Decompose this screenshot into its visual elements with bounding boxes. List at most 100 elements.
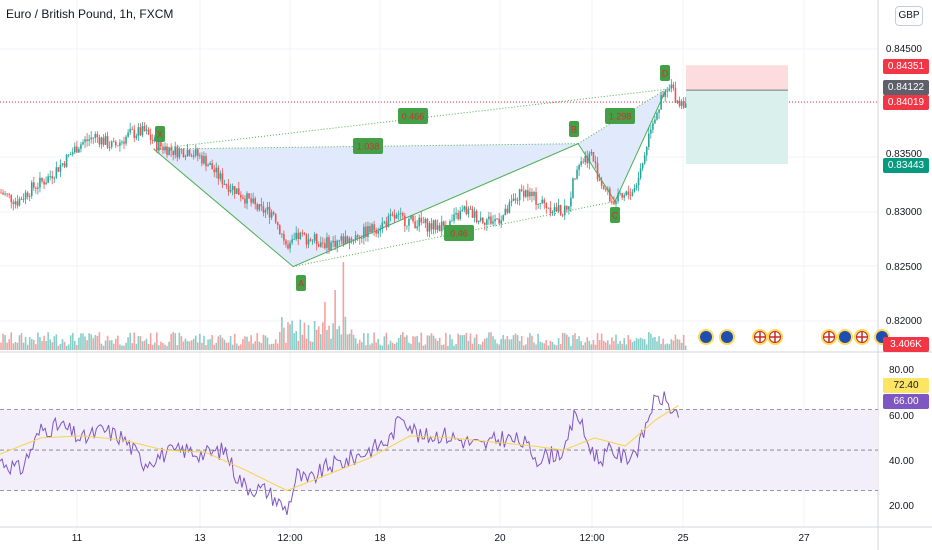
price-tick-label: 0.83500 — [886, 149, 923, 160]
volume-bar — [578, 336, 580, 350]
candle-body — [192, 155, 195, 157]
candle-body — [106, 136, 109, 148]
volume-bar — [39, 337, 41, 350]
candle-body — [133, 129, 136, 139]
volume-bar — [139, 336, 142, 350]
candle-body — [149, 134, 152, 140]
volume-bar — [557, 338, 560, 350]
candle-body — [500, 220, 502, 224]
volume-bar — [410, 343, 412, 350]
volume-bar — [551, 341, 554, 350]
volume-bar — [328, 325, 330, 350]
volume-bar — [10, 332, 13, 350]
volume-bar — [422, 345, 425, 350]
volume-bar — [543, 343, 546, 350]
candle-body — [385, 221, 388, 228]
volume-bar — [625, 344, 628, 350]
volume-bar — [61, 339, 64, 350]
candle-body — [518, 189, 521, 201]
candle-body — [254, 198, 256, 205]
candle-body — [281, 233, 283, 235]
volume-bar — [145, 338, 148, 350]
volume-bar — [406, 335, 408, 350]
volume-bar — [320, 334, 322, 350]
volume-bar — [115, 338, 117, 350]
candle-body — [158, 141, 160, 151]
time-tick-label: 25 — [677, 533, 689, 544]
volume-bar — [600, 333, 603, 350]
volume-bar — [449, 334, 451, 350]
volume-bar — [391, 342, 394, 350]
volume-bar — [432, 335, 435, 350]
candle-body — [574, 178, 576, 180]
candle-body — [604, 189, 607, 191]
volume-bar — [641, 338, 644, 350]
eu-flag-icon — [721, 331, 733, 343]
current-price-gray-tag: 0.84122 — [883, 80, 929, 95]
candle-body — [639, 168, 642, 178]
volume-bar — [379, 344, 382, 350]
volume-bar — [43, 335, 45, 350]
candle-body — [100, 137, 103, 145]
volume-bar — [412, 336, 414, 350]
candle-body — [151, 139, 154, 142]
volume-bar — [676, 339, 679, 350]
time-tick-label: 20 — [494, 533, 506, 544]
candle-body — [459, 211, 461, 220]
volume-bar — [465, 332, 468, 350]
volume-bar — [613, 341, 615, 350]
candle-body — [279, 225, 281, 235]
candle-body — [61, 163, 64, 165]
candle-body — [594, 161, 597, 164]
candle-body — [428, 223, 431, 232]
volume-bar — [553, 344, 556, 350]
currency-button[interactable]: GBP — [895, 6, 923, 26]
volume-bar — [194, 335, 197, 350]
volume-bar — [166, 345, 168, 350]
candle-body — [238, 188, 240, 195]
volume-bar — [563, 333, 566, 350]
volume-bar — [299, 319, 302, 350]
candle-body — [186, 149, 189, 157]
volume-bar — [666, 343, 669, 350]
volume-bar — [330, 338, 332, 350]
candle-body — [514, 198, 517, 201]
volume-bar — [252, 343, 254, 350]
volume-bar — [510, 339, 513, 350]
candle-body — [123, 141, 125, 144]
volume-bar — [504, 339, 507, 350]
volume-bar — [119, 344, 121, 350]
candle-body — [436, 225, 439, 230]
volume-bar — [84, 336, 86, 350]
candle-body — [276, 222, 279, 226]
target-price-tag: 0.84351 — [883, 59, 929, 74]
candle-body — [164, 146, 166, 151]
candle-body — [621, 193, 623, 198]
volume-bar — [500, 339, 502, 350]
economic-events[interactable] — [698, 329, 890, 345]
volume-bar — [492, 336, 494, 350]
candle-body — [625, 191, 628, 196]
candle-body — [463, 206, 466, 210]
candle-body — [205, 156, 207, 167]
volume-bar — [555, 345, 558, 350]
volume-bar — [617, 343, 619, 350]
candle-body — [0, 192, 2, 194]
candle-body — [289, 242, 291, 249]
candle-body — [190, 155, 193, 157]
volume-bar — [127, 337, 129, 350]
volume-bar — [621, 343, 623, 350]
candle-body — [393, 214, 396, 219]
volume-bar — [561, 332, 564, 350]
volume-bar — [37, 332, 39, 350]
candle-body — [430, 223, 433, 230]
volume-bar — [645, 344, 648, 350]
volume-bar — [217, 336, 220, 350]
rsi-ma-line — [0, 405, 679, 492]
price-tick-label: 0.83000 — [886, 207, 923, 218]
volume-bar — [131, 343, 133, 350]
volume-bar — [604, 342, 607, 350]
candle-body — [55, 167, 58, 178]
volume-bar — [389, 340, 392, 350]
